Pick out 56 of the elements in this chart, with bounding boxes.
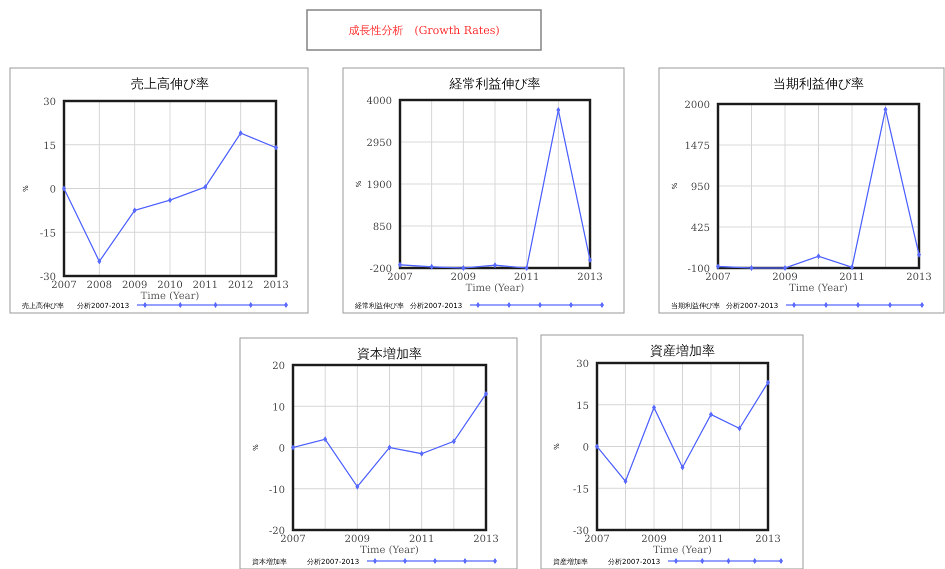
x-tick-label: 2008 <box>86 280 112 291</box>
x-tick-label: 2013 <box>473 534 499 545</box>
x-tick-label: 2009 <box>122 280 148 291</box>
text: 成長性分析 (Growth Rates) <box>348 24 500 37</box>
y-tick-label: 0 <box>278 444 285 454</box>
x-tick-label: 2009 <box>772 272 798 283</box>
x-tick-label: 2013 <box>577 272 603 283</box>
chart-title: 当期利益伸び率 <box>773 76 864 92</box>
y-tick-label: 0 <box>50 184 56 196</box>
x-tick-label: 2007 <box>705 272 731 283</box>
x-tick-label: 2007 <box>51 280 77 291</box>
y-tick-label: 1900 <box>366 180 392 191</box>
x-axis-title: Time (Year) <box>360 545 419 556</box>
x-tick-label: 2011 <box>698 534 724 545</box>
x-tick-label: 2007 <box>584 534 610 545</box>
y-tick-label: 15 <box>576 400 589 412</box>
x-tick-label: 2011 <box>192 280 218 291</box>
x-axis-title: Time (Year) <box>789 283 848 294</box>
x-tick-label: 2007 <box>387 272 413 283</box>
x-tick-label: 2009 <box>641 534 667 545</box>
y-tick-label: 4000 <box>366 96 392 107</box>
x-axis-title: Time (Year) <box>140 291 200 302</box>
x-tick-label: 2011 <box>839 272 865 283</box>
x-tick-label: 2011 <box>408 534 434 545</box>
y-tick-label: 1475 <box>684 141 710 152</box>
y-tick-label: 30 <box>43 97 56 108</box>
y-tick-label: 850 <box>372 222 392 233</box>
x-axis-title: Time (Year) <box>653 545 712 556</box>
y-tick-label: -15 <box>40 228 56 240</box>
y-tick-label: 950 <box>690 182 710 193</box>
y-tick-label: 0 <box>582 442 589 454</box>
x-tick-label: 2013 <box>755 534 781 545</box>
x-tick-label: 2011 <box>514 272 540 283</box>
y-tick-label: 10 <box>272 402 285 414</box>
x-tick-label: 2007 <box>280 534 306 545</box>
y-tick-label: 15 <box>43 140 56 152</box>
x-axis-title: Time (Year) <box>466 283 524 294</box>
x-tick-label: 2009 <box>344 534 370 545</box>
chart-title: 資本増加率 <box>357 346 422 362</box>
x-tick-label: 2013 <box>263 280 289 291</box>
chart-title: 売上高伸び率 <box>131 76 209 92</box>
point <box>524 265 529 271</box>
point <box>461 265 466 271</box>
y-tick-label: 2950 <box>366 138 392 149</box>
x-tick-label: 2010 <box>157 280 183 291</box>
y-tick-label: 20 <box>272 361 285 372</box>
x-tick-label: 2013 <box>906 272 932 283</box>
y-tick-label: 30 <box>576 359 589 370</box>
chart-title: 経常利益伸び率 <box>448 76 540 92</box>
chart-title: 資産増加率 <box>650 343 715 359</box>
x-tick-label: 2009 <box>450 272 476 283</box>
y-tick-label: 425 <box>690 223 710 234</box>
y-tick-label: 2000 <box>684 100 710 111</box>
x-tick-label: 2012 <box>228 280 254 291</box>
y-tick-label: -10 <box>268 484 285 496</box>
y-tick-label: -15 <box>572 484 589 496</box>
